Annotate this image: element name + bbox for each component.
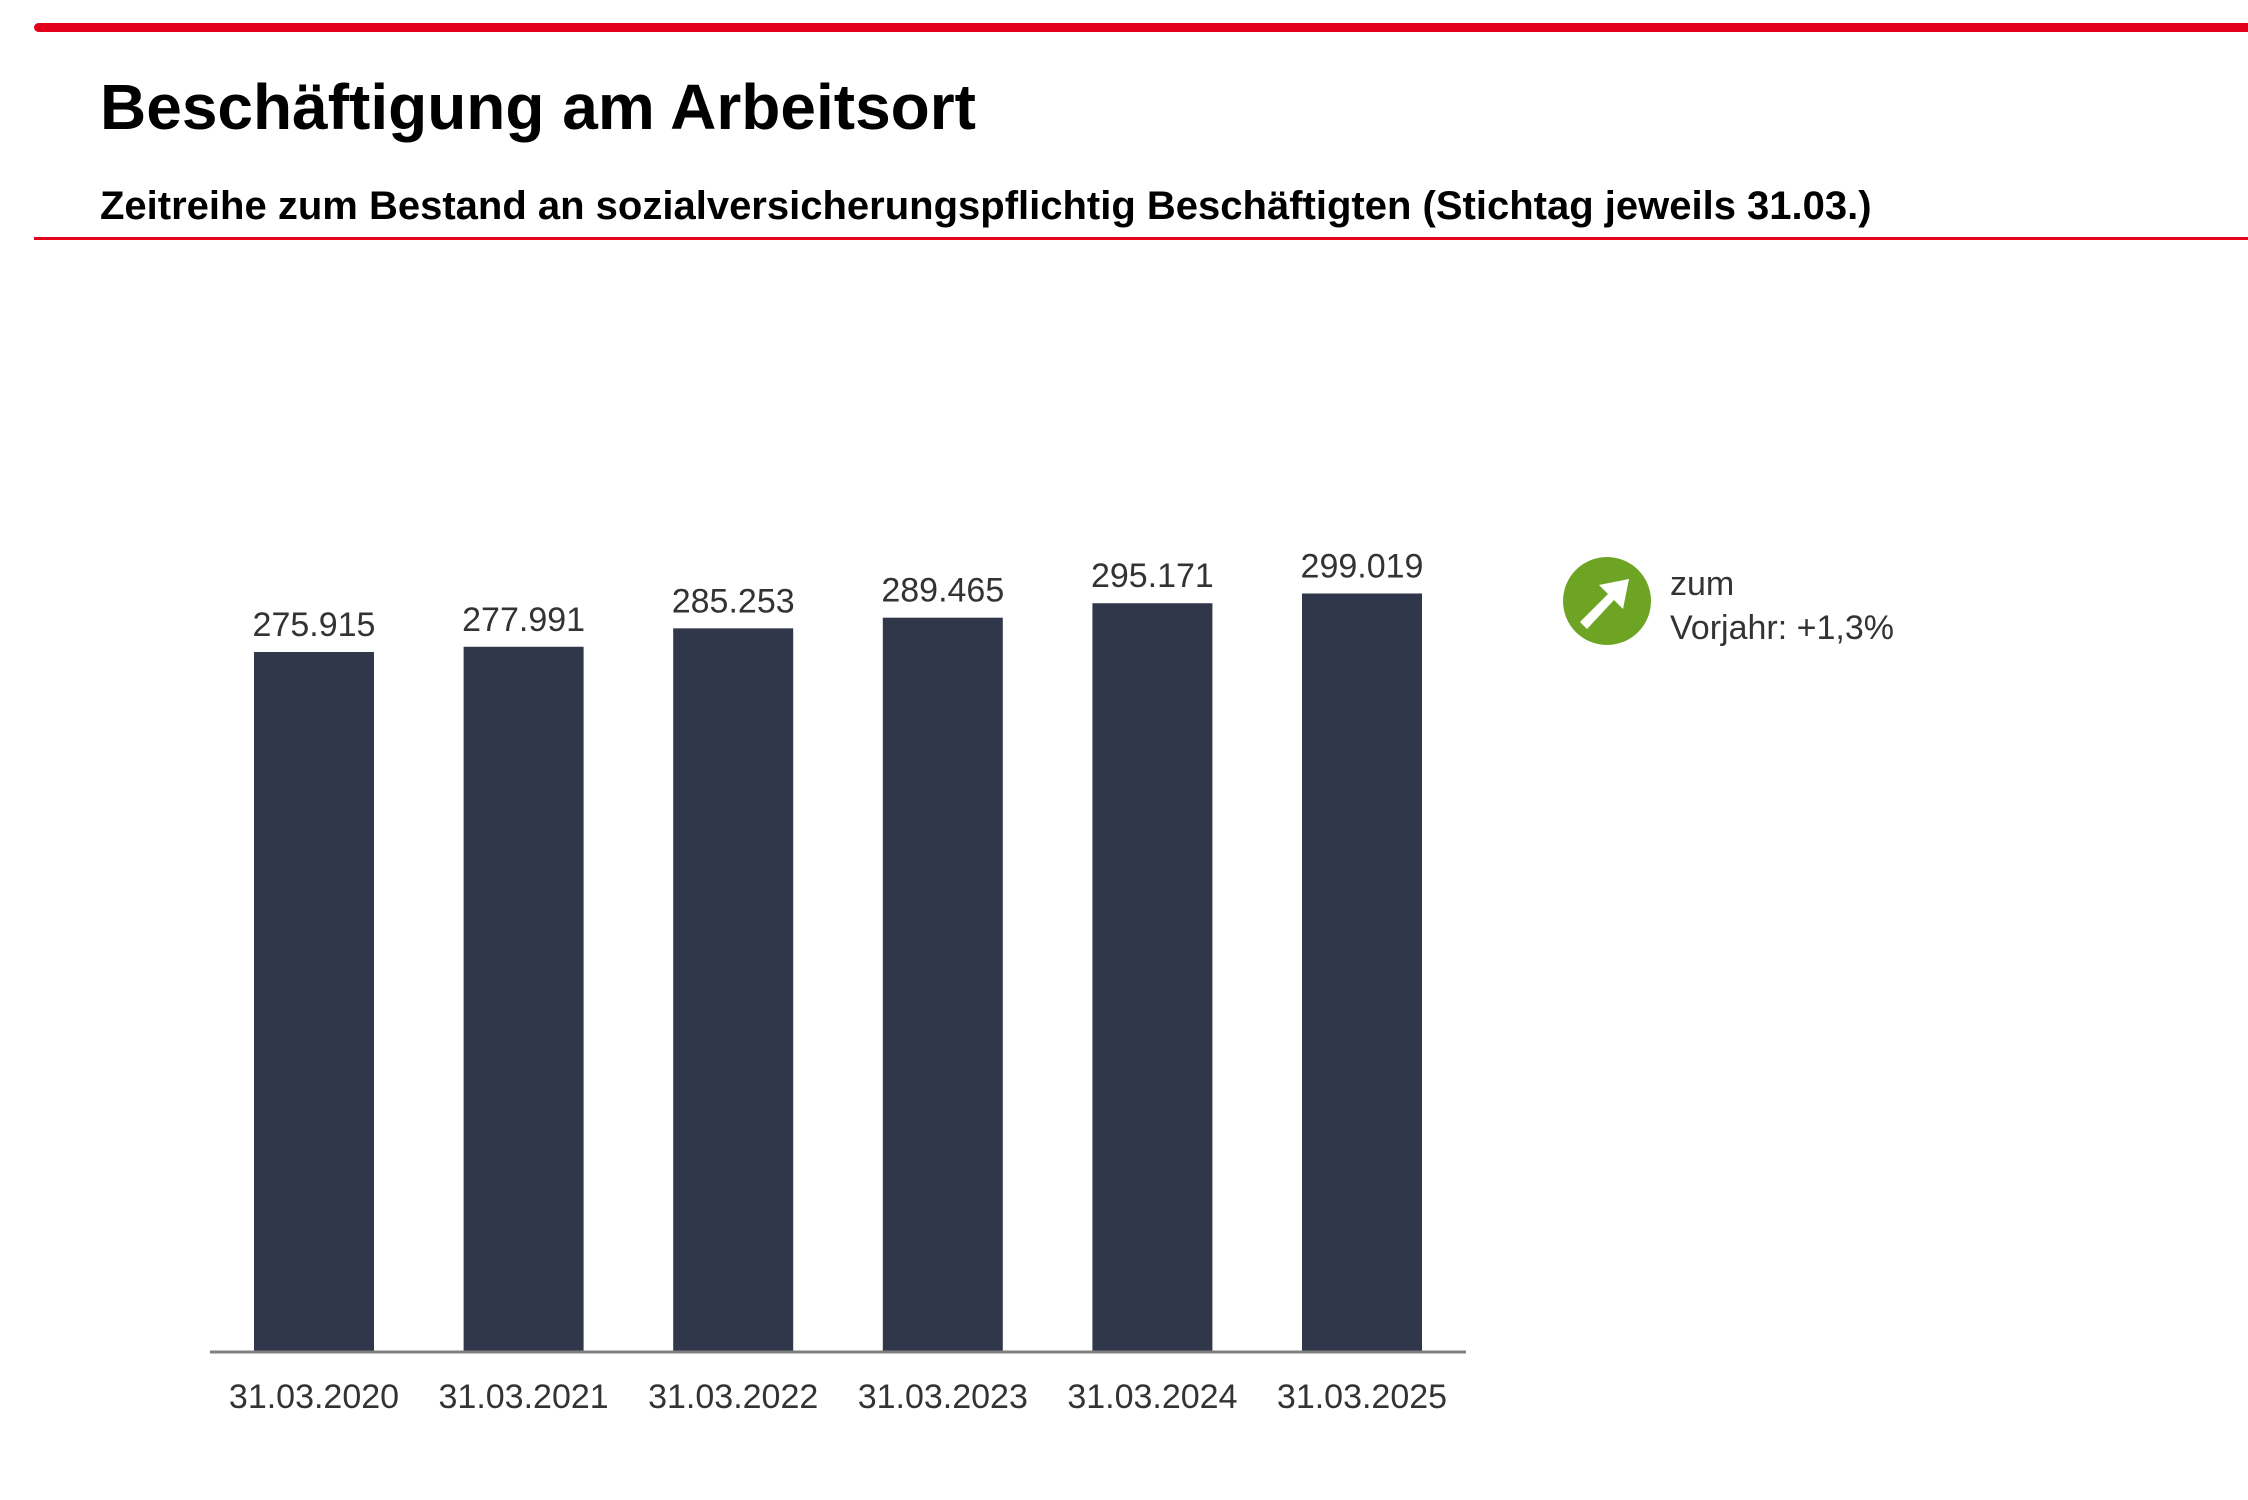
x-tick-label: 31.03.2024 bbox=[1067, 1378, 1237, 1416]
x-tick-label: 31.03.2023 bbox=[858, 1378, 1028, 1416]
trend-label: Vorjahr: bbox=[1670, 609, 1788, 647]
arrow-up-right-icon bbox=[1563, 557, 1651, 645]
bar-31.03.2022 bbox=[673, 628, 794, 1351]
x-tick-label: 31.03.2022 bbox=[648, 1378, 818, 1416]
subtitle-divider bbox=[34, 237, 2248, 240]
page-subtitle: Zeitreihe zum Bestand an sozialversicher… bbox=[100, 184, 1872, 228]
data-label: 275.915 bbox=[253, 606, 376, 644]
data-label: 277.991 bbox=[462, 601, 585, 639]
trend-line-1: zum bbox=[1670, 565, 1735, 603]
bars-group: 275.915 277.991 285.253 289.465 295.171 299.0… bbox=[253, 547, 1424, 1351]
bar-31.03.2020 bbox=[254, 652, 374, 1351]
x-tick-label: 31.03.2021 bbox=[439, 1378, 609, 1416]
page-title: Beschäftigung am Arbeitsort bbox=[100, 71, 976, 143]
bar-31.03.2024 bbox=[1092, 603, 1213, 1351]
bar-31.03.2025 bbox=[1302, 593, 1422, 1351]
data-label: 285.253 bbox=[672, 582, 795, 620]
trend-line-2: Vorjahr: +1,3% bbox=[1670, 606, 1894, 650]
data-label: 295.171 bbox=[1091, 557, 1214, 595]
data-label: 299.019 bbox=[1301, 547, 1424, 585]
x-tick-label: 31.03.2025 bbox=[1277, 1378, 1447, 1416]
trend-summary: zum Vorjahr: +1,3% bbox=[1670, 562, 1894, 650]
top-accent-rule bbox=[34, 23, 2248, 32]
data-label: 289.465 bbox=[881, 572, 1004, 610]
tick-labels-group: 31.03.2020 31.03.2021 31.03.2022 31.03.2023… bbox=[229, 1378, 1447, 1416]
bar-31.03.2023 bbox=[882, 617, 1003, 1351]
bar-31.03.2021 bbox=[463, 646, 584, 1351]
trend-value: +1,3% bbox=[1796, 609, 1894, 647]
x-tick-label: 31.03.2020 bbox=[229, 1378, 399, 1416]
